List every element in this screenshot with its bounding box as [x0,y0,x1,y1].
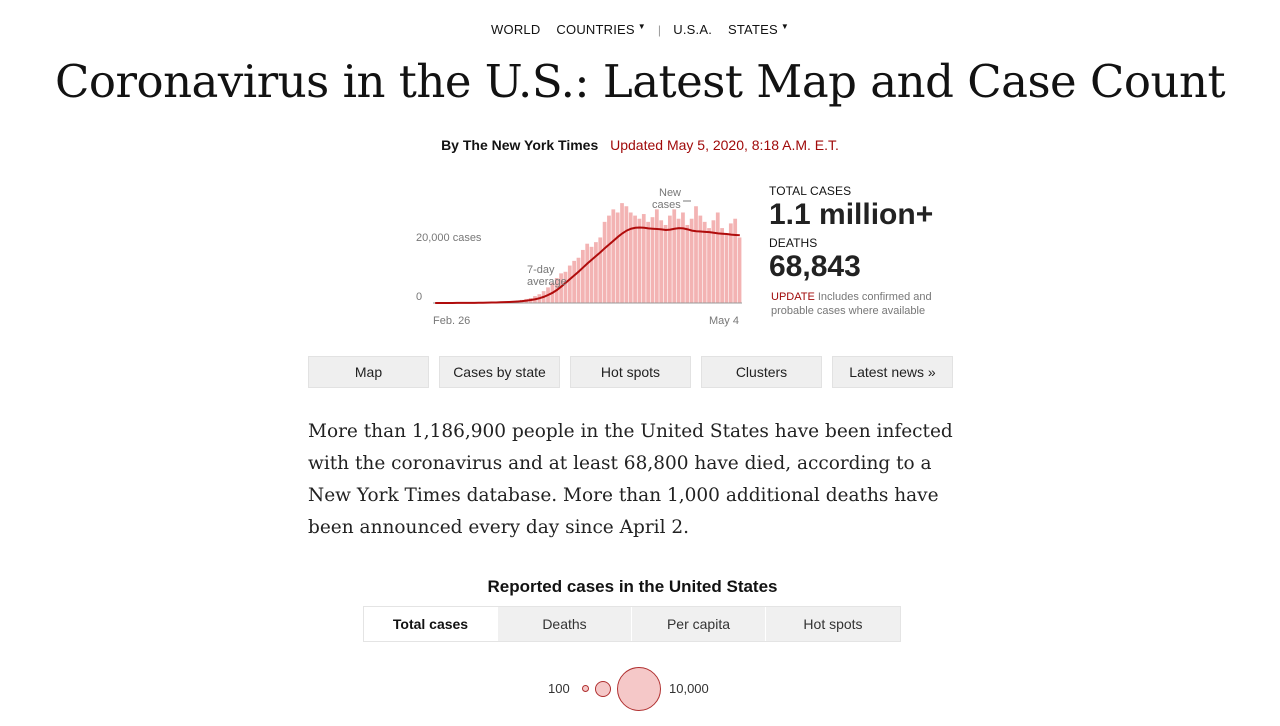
updated-timestamp: Updated May 5, 2020, 8:18 A.M. E.T. [610,137,839,153]
chart-bar [615,212,620,303]
caret-down-icon: ▼ [637,22,646,31]
cases-by-state-button[interactable]: Cases by state [439,356,560,388]
update-note: UPDATE Includes confirmed and probable c… [769,290,969,318]
chart-bar [724,234,729,303]
chart-bar [698,215,703,303]
deaths-label: DEATHS [769,236,818,250]
clusters-button[interactable]: Clusters [701,356,822,388]
nav-world-label: WORLD [491,22,541,37]
chart-bar [580,249,585,303]
chart-bar [594,242,598,303]
chart-bar [681,212,685,303]
stats-panel: TOTAL CASES 1.1 million+ DEATHS 68,843 U… [769,184,969,318]
tab-total-cases[interactable]: Total cases [364,607,498,641]
chart-bar [676,218,681,303]
chart-bar [733,218,738,303]
chart-bar [737,237,742,303]
chart-bar [720,228,724,303]
deaths-value: 68,843 [769,250,861,283]
chart-bar [711,220,716,303]
nav-states[interactable]: STATES ▼ [728,22,789,37]
total-cases-value: 1.1 million+ [769,198,934,231]
annotation-avg-line1: 7-day [527,264,555,276]
page-title: Coronavirus in the U.S.: Latest Map and … [54,55,1226,108]
chart-bar [637,218,642,303]
update-label: UPDATE [771,291,815,303]
chart-bar [672,209,677,303]
chart-bar [685,224,690,303]
nav-states-label: STATES [728,22,778,37]
chart-bar [650,217,655,303]
new-cases-chart: 20,000 cases 0 Feb. 26 May 4 7-day avera… [400,182,760,332]
nav-separator: | [657,22,662,37]
chart-bar [654,209,659,303]
update-text: Includes confirmed and probable cases wh… [771,291,932,317]
chart-bar [607,215,611,303]
nav-usa-label: U.S.A. [673,22,712,37]
chart-bar [646,221,650,303]
chart-bar [689,218,694,303]
map-button[interactable]: Map [308,356,429,388]
caret-down-icon: ▼ [780,22,789,31]
bubble-size-legend: 100 10,000 [540,664,780,714]
annotation-new-line1: New [659,187,681,199]
legend-circle-medium [595,681,611,697]
chart-bar [589,246,594,303]
section-nav-buttons: Map Cases by state Hot spots Clusters La… [308,356,963,388]
lede-paragraph: More than 1,186,900 people in the United… [308,421,953,538]
chart-bar [659,220,664,303]
chart-bar [633,215,637,303]
byline-author: By The New York Times [441,137,599,153]
chart-bar [694,206,698,303]
chart-bar [707,228,711,303]
chart-bar [602,221,607,303]
nav-countries[interactable]: COUNTRIES ▼ [556,22,645,37]
chart-bar [611,209,616,303]
legend-circle-small [582,685,589,692]
tab-per-capita[interactable]: Per capita [632,607,766,641]
chart-bar [572,260,577,303]
chart-bar [567,265,572,303]
legend-max-label: 10,000 [669,681,709,696]
chart-bar [663,224,668,303]
chart-bar [563,271,568,303]
top-nav: WORLD COUNTRIES ▼ | U.S.A. STATES ▼ [0,22,1280,37]
y-tick-label-20000: 20,000 cases [416,232,482,244]
tab-deaths[interactable]: Deaths [498,607,632,641]
annotation-avg-line2: average [527,276,567,288]
new-cases-chart-svg: 20,000 cases 0 Feb. 26 May 4 7-day avera… [416,187,742,327]
nav-countries-label: COUNTRIES [556,22,635,37]
nav-world[interactable]: WORLD [491,22,540,37]
map-tabs: Total cases Deaths Per capita Hot spots [363,606,901,642]
chart-bar [628,212,633,303]
chart-bar [620,203,624,303]
tab-hot-spots[interactable]: Hot spots [803,616,863,632]
hot-spots-button[interactable]: Hot spots [570,356,691,388]
byline: By The New York Times Updated May 5, 202… [0,137,1280,153]
x-tick-label-end: May 4 [709,315,739,327]
total-cases-label: TOTAL CASES [769,184,852,198]
chart-bars [433,203,742,303]
chart-bar [668,215,672,303]
chart-bar [624,206,629,303]
chart-bar [728,223,733,303]
y-tick-label-0: 0 [416,291,422,303]
x-tick-label-start: Feb. 26 [433,315,470,327]
chart-bar [715,212,720,303]
latest-news-button[interactable]: Latest news » [832,356,953,388]
map-section-title: Reported cases in the United States [487,577,778,596]
chart-bar [641,214,646,303]
chart-bar [576,257,581,303]
seven-day-average-line [435,226,740,304]
chart-bar [559,273,563,303]
annotation-new-line2: cases [652,199,681,211]
nav-usa[interactable]: U.S.A. [673,22,712,37]
chart-bar [702,221,707,303]
legend-min-label: 100 [548,681,570,696]
legend-circle-large [617,667,661,711]
chart-bar [598,237,603,303]
chart-bar [585,243,590,303]
